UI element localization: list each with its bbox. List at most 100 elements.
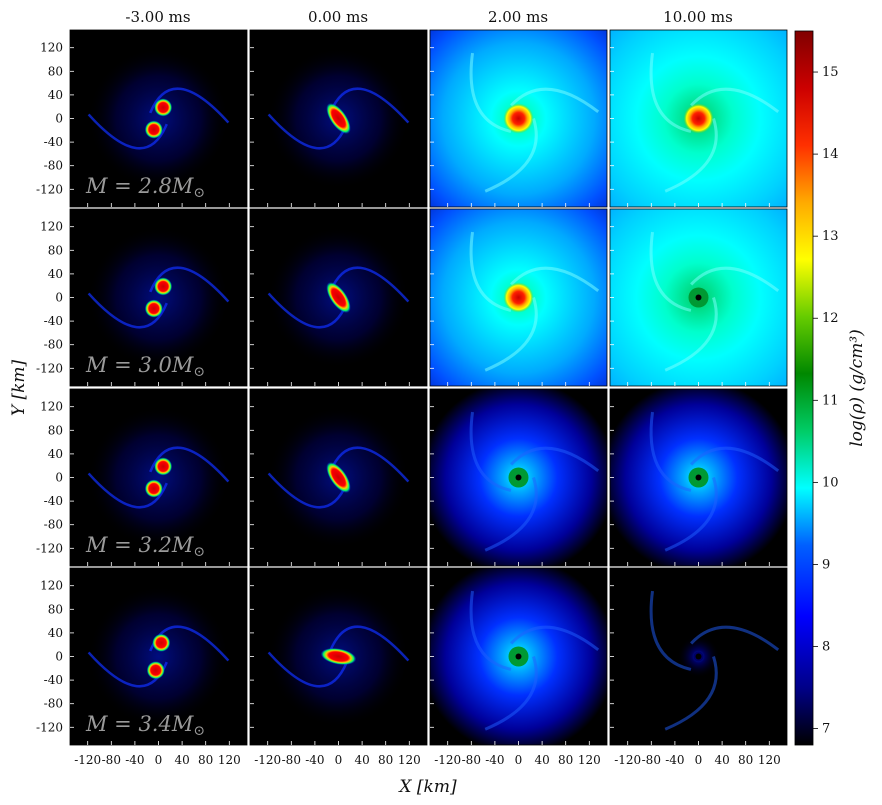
panel-r3-c1: M = 3.2M⊙: [69, 388, 248, 567]
x-axis-label: X [km]: [397, 777, 457, 797]
tidal-arm: [329, 266, 410, 303]
black-hole: [695, 294, 702, 301]
y-tick-label: 0: [55, 112, 63, 126]
y-tick-label: 80: [48, 243, 63, 257]
neutron-star: [144, 479, 163, 498]
black-hole: [515, 653, 522, 660]
x-tick-label: 120: [758, 753, 781, 767]
spiral-arm: [484, 656, 538, 731]
y-tick-label: 0: [55, 650, 63, 664]
tidal-arm: [267, 651, 348, 688]
y-axis-label: Y [km]: [9, 359, 29, 416]
x-tick-label: 40: [174, 753, 189, 767]
mass-label: M = 2.8M⊙: [85, 174, 205, 201]
spiral-arm: [649, 590, 692, 671]
x-tick-label: -120: [254, 753, 281, 767]
x-tick-label: -120: [74, 753, 101, 767]
x-tick-label: 80: [198, 753, 213, 767]
y-tick-label: 40: [48, 447, 63, 461]
column-title-4: 10.00 ms: [663, 8, 733, 26]
black-hole: [515, 474, 522, 481]
panel-r4-c3: [429, 567, 608, 746]
colorbar-tick-label: 7: [822, 722, 830, 737]
panel-r1-c1: M = 2.8M⊙: [69, 29, 248, 208]
x-tick-label: 120: [398, 753, 421, 767]
x-tick-label: -80: [462, 753, 481, 767]
y-tick-label: -80: [44, 697, 63, 711]
y-tick-label: 40: [48, 88, 63, 102]
panel-r2-c3: [429, 208, 608, 387]
y-tick-label: -120: [36, 361, 63, 375]
column-title-3: 2.00 ms: [488, 8, 548, 26]
y-tick-label: 80: [48, 64, 63, 78]
spiral-arm: [690, 266, 780, 293]
panel-r4-c1: M = 3.4M⊙: [69, 567, 248, 746]
spiral-arm: [484, 297, 538, 372]
y-tick-label: 120: [40, 400, 63, 414]
tidal-arm: [267, 292, 348, 329]
dense-core: [503, 103, 534, 134]
spiral-arm: [649, 231, 692, 312]
panel-r1-c3: [429, 29, 608, 208]
tidal-arm: [267, 113, 348, 150]
mass-label: M = 3.0M⊙: [85, 353, 205, 380]
y-tick-label: -120: [36, 720, 63, 734]
colorbar-tick-label: 11: [822, 393, 839, 408]
y-tick-label: -120: [36, 541, 63, 555]
panel-r2-c2: [249, 208, 428, 387]
panel-r4-c4: [609, 567, 788, 746]
y-tick-label: 120: [40, 220, 63, 234]
spiral-arm: [469, 52, 512, 133]
tidal-arm: [267, 472, 348, 509]
y-tick-label: -80: [44, 338, 63, 352]
neutron-star: [146, 661, 165, 680]
y-tick-label: 0: [55, 471, 63, 485]
spiral-arm: [649, 411, 692, 492]
column-title-2: 0.00 ms: [308, 8, 368, 26]
merging-stars: [320, 648, 357, 665]
neutron-star: [154, 277, 173, 296]
spiral-arm: [690, 446, 780, 473]
x-tick-label: 80: [378, 753, 393, 767]
x-tick-label: 0: [515, 753, 523, 767]
y-tick-label: -40: [44, 135, 63, 149]
panel-grid: M = 2.8M⊙ M = 3.0M⊙ M = 3.2M⊙ M = 3.4M⊙: [69, 29, 788, 746]
panel-r3-c2: [249, 388, 428, 567]
neutron-star: [154, 457, 173, 476]
y-tick-label: 80: [48, 423, 63, 437]
envelope: [87, 585, 230, 728]
spiral-arm: [484, 477, 538, 552]
spiral-arm: [469, 231, 512, 312]
black-hole: [695, 653, 702, 660]
x-tick-label: -120: [614, 753, 641, 767]
colorbar-tick-label: 12: [822, 311, 839, 326]
y-tick-label: -40: [44, 494, 63, 508]
spiral-arm: [484, 118, 538, 193]
tidal-arm: [329, 625, 410, 662]
spiral-arm: [690, 87, 780, 114]
spiral-arm: [469, 590, 512, 671]
column-titles: -3.00 ms 0.00 ms 2.00 ms 10.00 ms: [125, 8, 732, 26]
x-tick-label: -80: [282, 753, 301, 767]
y-tick-label: -80: [44, 518, 63, 532]
dense-core: [683, 103, 714, 134]
x-tick-label: 120: [218, 753, 241, 767]
y-tick-label: -40: [44, 314, 63, 328]
black-hole: [695, 474, 702, 481]
colorbar-label: log(ρ) (g/cm³): [847, 329, 867, 447]
colorbar: 15 14 13 12 11 10 9 8 7 log(ρ) (g/cm³): [794, 30, 867, 746]
neutron-star: [144, 299, 163, 318]
y-tick-label: -120: [36, 182, 63, 196]
y-tick-label: -80: [44, 159, 63, 173]
x-tick-label: 40: [534, 753, 549, 767]
tidal-arm: [329, 446, 410, 483]
spiral-arm: [510, 446, 600, 473]
x-tick-label: 40: [714, 753, 729, 767]
y-tick-label: 120: [40, 579, 63, 593]
x-tick-label: -120: [434, 753, 461, 767]
colorbar-ticks: 15 14 13 12 11 10 9 8 7: [813, 65, 839, 737]
y-tick-label: 40: [48, 267, 63, 281]
merging-stars: [326, 103, 351, 134]
x-tick-label: 0: [335, 753, 343, 767]
